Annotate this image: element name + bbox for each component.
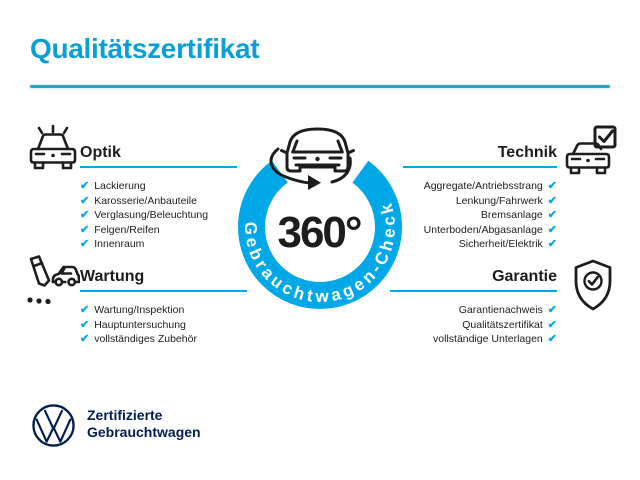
list-item: ✔ Verglasung/Beleuchtung (80, 209, 209, 221)
section-title-optik: Optik (80, 145, 237, 168)
section-technik: Technik Aggregate/Antriebsstrang ✔ Lenkun… (403, 145, 557, 252)
check-icon: ✔ (547, 238, 557, 250)
wartung-checklist: ✔ Wartung/Inspektion ✔ Hauptuntersuchung ✔… (80, 303, 247, 347)
footer-line2: Gebrauchtwagen (87, 424, 201, 440)
check-icon: ✔ (547, 223, 557, 236)
section-garantie: Garantie Garantienachweis ✔ Qualitätszert… (390, 269, 557, 347)
list-item: ✔ Felgen/Reifen (80, 223, 160, 236)
check-icon: ✔ (547, 333, 557, 345)
list-item: Lenkung/Fahrwerk ✔ (455, 194, 557, 207)
check-icon: ✔ (80, 318, 90, 331)
check-icon: ✔ (547, 318, 557, 331)
check-icon: ✔ (80, 238, 90, 250)
list-item: Sicherheit/Elektrik ✔ (458, 238, 557, 250)
section-title-wartung: Wartung (80, 269, 247, 292)
rotating-car-icon (269, 127, 355, 190)
check-icon: ✔ (547, 180, 557, 192)
check-ring (238, 145, 402, 309)
section-title-garantie: Garantie (390, 269, 557, 292)
360-degree-check-graphic: 360° Gebrauchtwagen-Check (222, 125, 418, 321)
check-icon: ✔ (80, 304, 90, 316)
check-icon: ✔ (80, 194, 90, 207)
check-icon: ✔ (80, 180, 90, 192)
section-wartung: Wartung ✔ Wartung/Inspektion ✔ Hauptunters… (80, 269, 247, 347)
list-item: ✔ Innenraum (80, 238, 145, 250)
list-item: ✔ vollständiges Zubehör (80, 333, 197, 345)
list-item: ✔ Hauptuntersuchung (80, 318, 186, 331)
vw-logo (32, 404, 75, 447)
service-checklist-icon (20, 254, 80, 312)
section-optik: Optik ✔ Lackierung ✔ Karosserie/Anbauteile… (80, 145, 237, 252)
technik-checklist: Aggregate/Antriebsstrang ✔ Lenkung/Fahrwe… (403, 179, 557, 252)
polished-car-icon (25, 124, 81, 180)
list-item: vollständige Unterlagen ✔ (433, 333, 557, 345)
garantie-checklist: Garantienachweis ✔ Qualitätszertifikat ✔ v… (390, 303, 557, 347)
car-checkbox-icon (562, 124, 618, 182)
list-item: ✔ Wartung/Inspektion (80, 304, 185, 316)
list-item: ✔ Lackierung (80, 180, 146, 192)
list-item: ✔ Karosserie/Anbauteile (80, 194, 197, 207)
footer-line1: Zertifizierte (87, 407, 163, 423)
check-icon: ✔ (547, 209, 557, 221)
list-item: Qualitätszertifikat ✔ (462, 318, 557, 331)
page-title: Qualitätszertifikat (30, 33, 260, 64)
list-item: Unterboden/Abgasanlage ✔ (423, 223, 557, 236)
brand-footer: Zertifizierte Gebrauchtwagen (31, 403, 201, 448)
title-divider (30, 85, 610, 88)
check-icon: ✔ (547, 304, 557, 316)
check-icon: ✔ (547, 194, 557, 207)
degree-label: 360° (277, 208, 360, 257)
list-item: Bremsanlage ✔ (480, 209, 557, 221)
check-icon: ✔ (80, 209, 90, 221)
shield-check-icon (570, 258, 616, 314)
check-icon: ✔ (80, 223, 90, 236)
list-item: Garantienachweis ✔ (458, 304, 557, 316)
section-title-technik: Technik (403, 145, 557, 168)
list-item: Aggregate/Antriebsstrang ✔ (423, 180, 557, 192)
check-icon: ✔ (80, 333, 90, 345)
optik-checklist: ✔ Lackierung ✔ Karosserie/Anbauteile ✔ Verg… (80, 179, 237, 252)
footer-text: Zertifizierte Gebrauchtwagen (87, 403, 201, 441)
